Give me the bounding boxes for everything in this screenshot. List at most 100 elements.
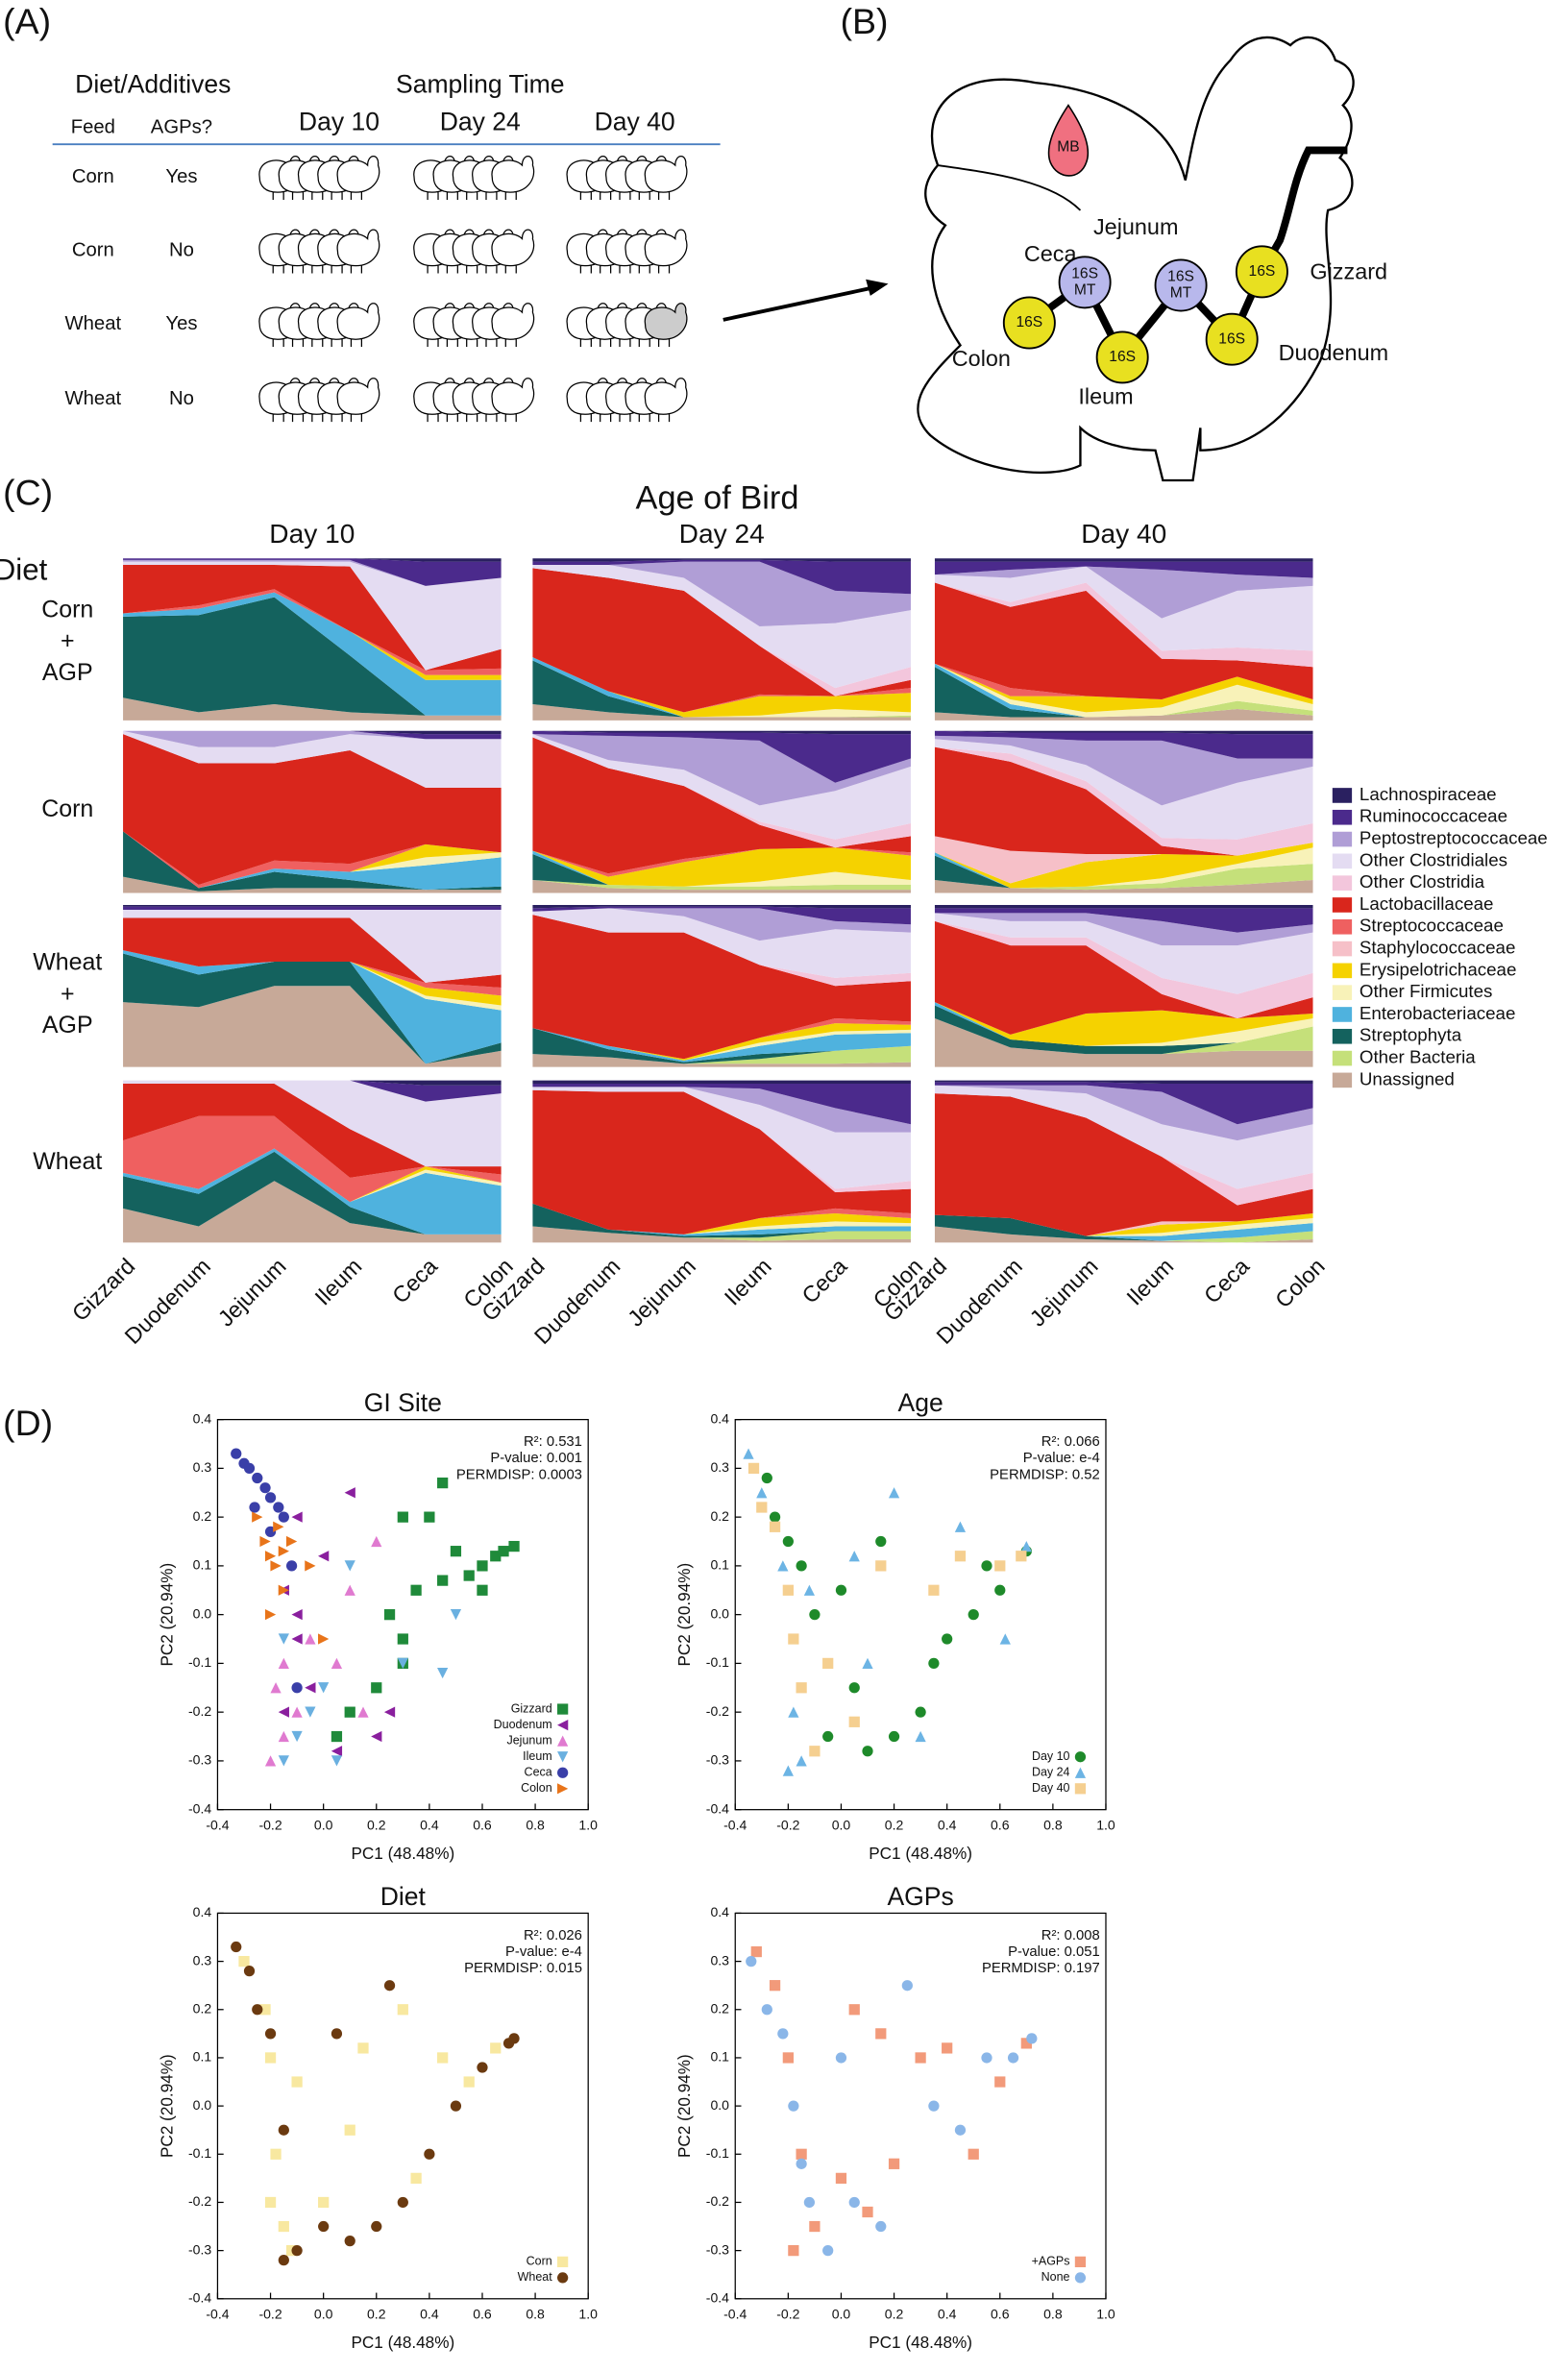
area-layer bbox=[934, 746, 1313, 856]
chicken-icon bbox=[336, 229, 380, 274]
legend-swatch bbox=[1332, 1072, 1353, 1088]
legend-marker bbox=[1074, 1783, 1087, 1795]
panel-label: (A) bbox=[3, 1, 51, 41]
area-layer bbox=[934, 700, 1313, 718]
point bbox=[264, 2028, 277, 2040]
node-label: MT bbox=[1170, 285, 1192, 302]
point bbox=[357, 1706, 369, 1718]
area-layer bbox=[123, 1151, 502, 1234]
legend-swatch bbox=[1332, 875, 1353, 891]
area-layer bbox=[123, 953, 502, 1064]
agp-label: Yes bbox=[165, 166, 197, 187]
chart-title: AGPs bbox=[887, 1882, 953, 1911]
y-tick-label: -0.3 bbox=[188, 1752, 211, 1768]
node-label: MT bbox=[1074, 282, 1096, 299]
legend-label: Other Firmicutes bbox=[1360, 981, 1492, 1001]
point bbox=[954, 2124, 967, 2136]
point bbox=[259, 2004, 271, 2016]
y-tick-label: 0.0 bbox=[193, 1605, 212, 1621]
point bbox=[750, 1945, 762, 1958]
area-layer bbox=[532, 568, 911, 713]
legend-label: Day 40 bbox=[1032, 1781, 1070, 1795]
row-title: Diet bbox=[0, 553, 48, 587]
point bbox=[788, 2245, 799, 2257]
x-axis-label: PC1 (48.48%) bbox=[351, 1844, 454, 1863]
area-layer bbox=[934, 566, 1313, 651]
legend-label: Other Bacteria bbox=[1360, 1047, 1476, 1067]
x-tick-label: -0.2 bbox=[258, 1818, 282, 1833]
point bbox=[344, 2235, 355, 2247]
y-tick-label: -0.2 bbox=[188, 2193, 211, 2209]
x-tick-label: 0.0 bbox=[832, 2307, 851, 2322]
area-layer bbox=[934, 836, 1313, 884]
point bbox=[498, 1546, 509, 1557]
point bbox=[264, 2052, 277, 2064]
y-tick-label: -0.3 bbox=[706, 1752, 729, 1768]
annotation: R²: 0.066 bbox=[1041, 1434, 1100, 1450]
node-label: 16S bbox=[1016, 314, 1042, 330]
legend-swatch bbox=[1332, 853, 1353, 869]
area-layer bbox=[123, 1080, 502, 1102]
y-tick-label: -0.1 bbox=[706, 1654, 729, 1670]
area-layer bbox=[934, 746, 1313, 856]
area-layer bbox=[123, 986, 502, 1067]
x-tick-label: 0.0 bbox=[314, 2307, 333, 2322]
area-layer bbox=[934, 1002, 1313, 1046]
area-layer bbox=[532, 847, 911, 887]
legend-swatch bbox=[1332, 1007, 1353, 1022]
row-label: Wheat bbox=[33, 1148, 102, 1175]
legend-label: Ileum bbox=[523, 1749, 552, 1763]
area-layer bbox=[934, 739, 1313, 840]
point bbox=[331, 1730, 343, 1743]
x-tick-label: 0.4 bbox=[420, 2307, 439, 2322]
x-tick-label: Gizzard bbox=[67, 1254, 139, 1326]
point bbox=[875, 2220, 887, 2233]
point bbox=[410, 2172, 422, 2184]
x-tick-label: 0.6 bbox=[473, 2307, 492, 2322]
area-layer bbox=[123, 734, 502, 886]
panel-label: (C) bbox=[3, 473, 53, 513]
agp-label: No bbox=[169, 239, 194, 260]
point bbox=[796, 2148, 807, 2160]
area-layer bbox=[532, 1045, 911, 1064]
point bbox=[1016, 1551, 1027, 1562]
point bbox=[450, 2100, 462, 2112]
area-layer bbox=[123, 1080, 502, 1167]
legend-marker bbox=[557, 1751, 569, 1763]
point bbox=[782, 1535, 794, 1548]
y-tick-label: -0.4 bbox=[188, 1800, 211, 1816]
point bbox=[371, 1682, 382, 1694]
point bbox=[318, 1551, 330, 1562]
point bbox=[331, 1755, 343, 1767]
site-label: Jejunum bbox=[1093, 214, 1178, 239]
header: Sampling Time bbox=[396, 69, 564, 98]
point bbox=[437, 2052, 449, 2064]
row-label: AGP bbox=[42, 1012, 93, 1039]
point bbox=[954, 1551, 967, 1562]
y-tick-label: -0.2 bbox=[706, 1703, 729, 1719]
x-tick-label: Ceca bbox=[387, 1253, 443, 1308]
y-tick-label: -0.1 bbox=[706, 2145, 729, 2161]
legend-marker bbox=[1074, 2256, 1087, 2268]
point bbox=[291, 1511, 303, 1523]
area-layer bbox=[532, 730, 911, 735]
point bbox=[999, 1633, 1011, 1645]
y-tick-label: 0.2 bbox=[193, 2000, 212, 2016]
point bbox=[915, 1706, 926, 1718]
chicken-icon bbox=[491, 156, 535, 200]
x-tick-label: Ceca bbox=[1199, 1253, 1255, 1308]
header: AGPs? bbox=[151, 116, 212, 137]
point bbox=[264, 1492, 277, 1503]
area-layer bbox=[123, 950, 502, 1064]
site-label: Colon bbox=[952, 346, 1011, 371]
row-label: + bbox=[61, 627, 75, 654]
annotation: P-value: 0.001 bbox=[490, 1451, 582, 1466]
x-tick-label: -0.4 bbox=[206, 2307, 229, 2322]
area-layer bbox=[123, 559, 502, 586]
annotation: PERMDISP: 0.015 bbox=[464, 1961, 582, 1976]
area-layer bbox=[532, 1226, 911, 1241]
point bbox=[508, 2033, 520, 2044]
area-layer bbox=[123, 730, 502, 740]
point bbox=[252, 2004, 263, 2016]
x-tick-label: 0.4 bbox=[938, 1818, 957, 1833]
